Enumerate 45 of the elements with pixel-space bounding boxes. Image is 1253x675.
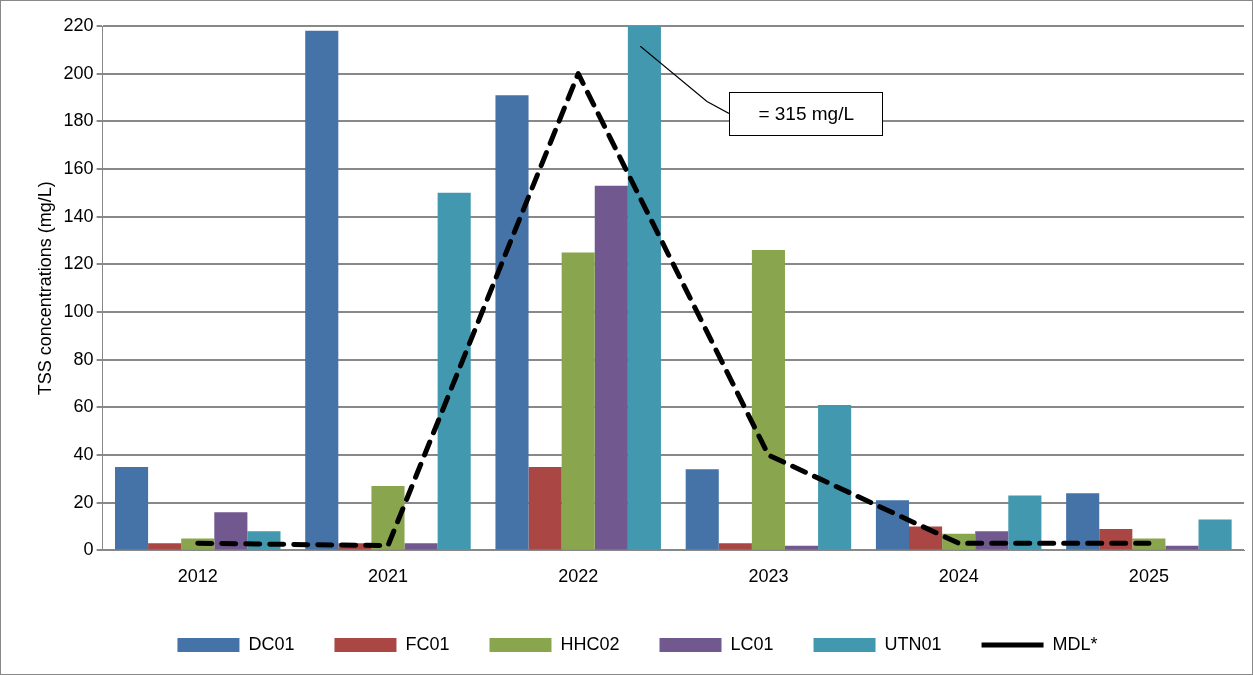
bar — [561, 252, 595, 550]
annotation: = 315 mg/L — [729, 91, 883, 136]
bar — [627, 26, 661, 550]
y-tick-label: 0 — [83, 539, 94, 560]
y-tick-label: 20 — [73, 491, 94, 512]
bar — [1008, 495, 1042, 550]
bar — [875, 500, 910, 550]
x-tick-label: 2012 — [177, 566, 218, 587]
bar — [437, 192, 471, 550]
x-tick-label: 2021 — [367, 566, 408, 587]
bar — [751, 250, 785, 550]
bar — [214, 512, 248, 550]
x-tick-label: 2024 — [938, 566, 979, 587]
bar — [495, 95, 529, 550]
y-tick-label: 40 — [73, 444, 94, 465]
bar — [528, 466, 562, 550]
legend-label: FC01 — [405, 633, 450, 654]
legend-label: DC01 — [248, 633, 295, 654]
bar — [148, 543, 182, 550]
y-tick-label: 120 — [63, 253, 94, 274]
bar — [818, 405, 852, 550]
legend-label: LC01 — [730, 633, 774, 654]
y-tick-label: 180 — [63, 110, 94, 131]
bar — [1066, 493, 1100, 550]
x-tick-label: 2025 — [1128, 566, 1169, 587]
x-tick-label: 2022 — [558, 566, 599, 587]
bar — [404, 543, 438, 550]
y-tick-label: 160 — [63, 157, 94, 178]
y-tick-label: 200 — [63, 62, 94, 83]
bar — [718, 543, 752, 550]
y-tick-label: 100 — [63, 301, 94, 322]
bar — [115, 466, 149, 550]
bar — [685, 469, 719, 550]
legend-label: UTN01 — [884, 633, 942, 654]
bar — [1198, 519, 1232, 550]
bar — [305, 30, 339, 550]
bar — [594, 185, 628, 550]
y-tick-label: 140 — [63, 205, 94, 226]
x-tick-label: 2023 — [748, 566, 789, 587]
legend-label: HHC02 — [560, 633, 620, 654]
y-tick-label: 80 — [73, 348, 94, 369]
legend-label: MDL* — [1052, 633, 1098, 654]
y-tick-label: 60 — [73, 396, 94, 417]
y-tick-label: 220 — [63, 14, 94, 35]
y-axis-title: TSS concentrations (mg/L) — [34, 181, 55, 396]
